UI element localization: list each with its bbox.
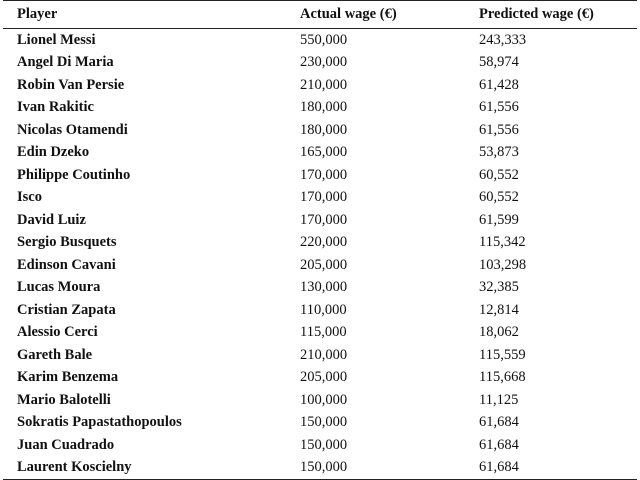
- actual-wage-cell: 205,000: [300, 369, 348, 386]
- player-name-cell: Mario Balotelli: [17, 391, 111, 408]
- header-row: Player Actual wage (€) Predicted wage (€…: [3, 0, 637, 29]
- player-name-cell: Edin Dzeko: [17, 144, 90, 161]
- predicted-wage-cell: 61,428: [479, 76, 519, 93]
- predicted-wage-cell: 18,062: [479, 324, 519, 341]
- predicted-wage-cell: 115,342: [479, 234, 526, 251]
- predicted-wage-cell: 32,385: [479, 279, 519, 296]
- header-actual-wage: Actual wage (€): [300, 0, 479, 29]
- player-name-cell: Isco: [17, 189, 42, 206]
- actual-wage-cell: 165,000: [300, 144, 348, 161]
- actual-wage-cell: 150,000: [300, 456, 479, 480]
- actual-wage-cell: 180,000: [300, 121, 348, 138]
- player-name-cell: Gareth Bale: [17, 346, 93, 363]
- actual-wage-cell: 110,000: [300, 301, 347, 318]
- predicted-wage-cell: 61,556: [479, 121, 519, 138]
- actual-wage-cell: 130,000: [300, 279, 348, 296]
- player-name-cell: Robin Van Persie: [17, 76, 125, 93]
- player-name-cell: Lucas Moura: [17, 279, 101, 296]
- player-name-cell: Laurent Koscielny: [3, 456, 300, 480]
- actual-wage-cell: 205,000: [300, 256, 348, 273]
- actual-wage-cell: 210,000: [300, 346, 348, 363]
- actual-wage-cell: 170,000: [300, 189, 348, 206]
- predicted-wage-cell: 115,668: [479, 369, 526, 386]
- predicted-wage-cell: 60,552: [479, 189, 519, 206]
- predicted-wage-cell: 103,298: [479, 256, 527, 273]
- player-name-cell: Sergio Busquets: [17, 234, 117, 251]
- predicted-wage-cell: 115,559: [479, 346, 526, 363]
- player-name-cell: Philippe Coutinho: [17, 166, 131, 183]
- actual-wage-cell: 150,000: [300, 436, 348, 453]
- table-row: Karim Benzema 205,000 115,668: [3, 367, 637, 390]
- predicted-wage-cell: 243,333: [479, 31, 527, 48]
- player-name-cell: Ivan Rakitic: [17, 99, 94, 116]
- predicted-wage-cell: 60,552: [479, 166, 519, 183]
- table-row: Alessio Cerci 115,000 18,062: [3, 322, 637, 345]
- player-name-cell: Juan Cuadrado: [17, 436, 115, 453]
- table-row: Ivan Rakitic 180,000 61,556: [3, 97, 637, 120]
- predicted-wage-cell: 61,556: [479, 99, 519, 116]
- actual-wage-cell: 230,000: [300, 54, 348, 71]
- table-row: Sergio Busquets 220,000 115,342: [3, 232, 637, 255]
- actual-wage-cell: 220,000: [300, 234, 348, 251]
- actual-wage-cell: 115,000: [300, 324, 347, 341]
- player-name-cell: Cristian Zapata: [17, 301, 116, 318]
- table-row: Robin Van Persie 210,000 61,428: [3, 74, 637, 97]
- table-row: Angel Di Maria 230,000 58,974: [3, 52, 637, 75]
- table-row: Nicolas Otamendi 180,000 61,556: [3, 119, 637, 142]
- table-row: Juan Cuadrado 150,000 61,684: [3, 434, 637, 457]
- actual-wage-cell: 100,000: [300, 391, 348, 408]
- table-row: Isco 170,000 60,552: [3, 187, 637, 210]
- table-row: Philippe Coutinho 170,000 60,552: [3, 164, 637, 187]
- predicted-wage-cell: 61,599: [479, 211, 519, 228]
- player-name-cell: Karim Benzema: [17, 369, 119, 386]
- table-row: Lucas Moura 130,000 32,385: [3, 277, 637, 300]
- actual-wage-cell: 180,000: [300, 99, 348, 116]
- predicted-wage-cell: 12,814: [479, 301, 519, 318]
- actual-wage-cell: 210,000: [300, 76, 348, 93]
- table-header: Player Actual wage (€) Predicted wage (€…: [3, 0, 637, 29]
- predicted-wage-cell: 61,684: [479, 414, 519, 431]
- table-row: Edinson Cavani 205,000 103,298: [3, 254, 637, 277]
- actual-wage-cell: 150,000: [300, 414, 348, 431]
- header-predicted-wage: Predicted wage (€): [479, 0, 637, 29]
- player-name-cell: David Luiz: [17, 211, 86, 228]
- table-row: David Luiz 170,000 61,599: [3, 209, 637, 232]
- predicted-wage-cell: 61,684: [479, 456, 637, 480]
- player-name-cell: Edinson Cavani: [17, 256, 116, 273]
- player-name-cell: Sokratis Papastathopoulos: [17, 414, 182, 431]
- actual-wage-cell: 170,000: [300, 211, 348, 228]
- table-row: Lionel Messi 550,000 243,333: [3, 29, 637, 52]
- player-name-cell: Angel Di Maria: [17, 54, 114, 71]
- wage-table: Player Actual wage (€) Predicted wage (€…: [3, 0, 637, 480]
- predicted-wage-cell: 58,974: [479, 54, 519, 71]
- predicted-wage-cell: 61,684: [479, 436, 519, 453]
- player-name-cell: Nicolas Otamendi: [17, 121, 128, 138]
- actual-wage-cell: 550,000: [300, 31, 348, 48]
- table-row: Mario Balotelli 100,000 11,125: [3, 389, 637, 412]
- table-row: Laurent Koscielny 150,000 61,684: [3, 456, 637, 480]
- actual-wage-cell: 170,000: [300, 166, 348, 183]
- player-name-cell: Lionel Messi: [17, 31, 96, 48]
- table-row: Cristian Zapata 110,000 12,814: [3, 299, 637, 322]
- header-player: Player: [3, 0, 300, 29]
- table-row: Gareth Bale 210,000 115,559: [3, 344, 637, 367]
- player-name-cell: Alessio Cerci: [17, 324, 98, 341]
- predicted-wage-cell: 11,125: [479, 391, 519, 408]
- predicted-wage-cell: 53,873: [479, 144, 519, 161]
- table-body: Lionel Messi 550,000 243,333 Angel Di Maria…: [3, 29, 637, 480]
- table-row: Sokratis Papastathopoulos 150,000 61,684: [3, 412, 637, 435]
- table-row: Edin Dzeko 165,000 53,873: [3, 142, 637, 165]
